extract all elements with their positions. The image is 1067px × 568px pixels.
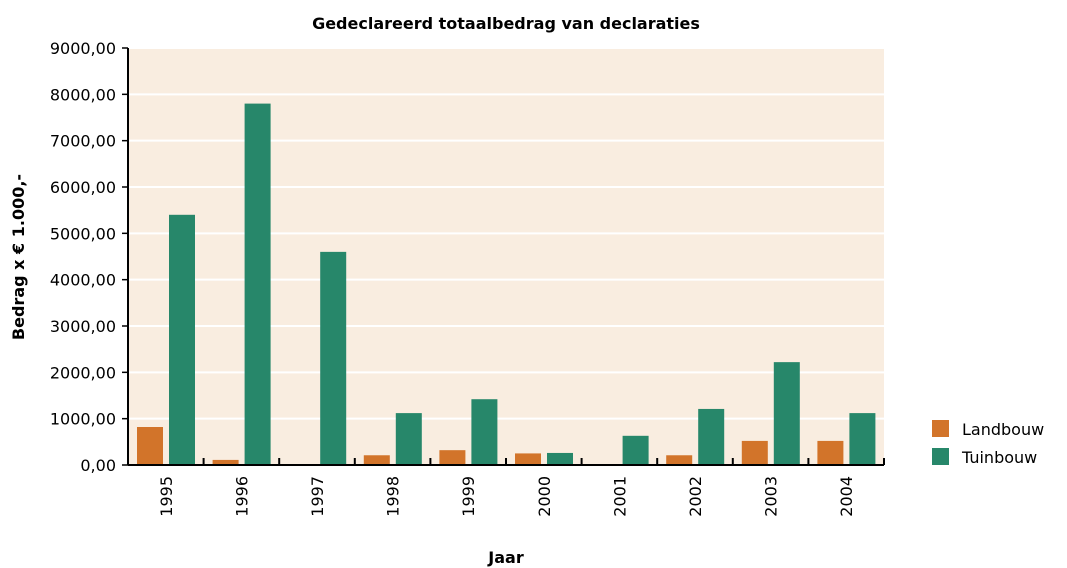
- bar-tuinbouw-2001: [623, 436, 649, 465]
- bar-tuinbouw-2004: [849, 413, 875, 465]
- bar-landbouw-2000: [515, 453, 541, 465]
- bar-landbouw-2002: [666, 455, 692, 465]
- x-tick-labels: 1995 1996 1997 1998 1999 2000 2001 2002 2003 2004: [157, 476, 856, 517]
- bar-tuinbouw-1995: [169, 215, 195, 465]
- x-tick-label: 1997: [308, 476, 327, 517]
- bar-tuinbouw-1996: [245, 104, 271, 465]
- bar-tuinbouw-2003: [774, 362, 800, 465]
- bar-tuinbouw-2002: [698, 409, 724, 465]
- bar-landbouw-1999: [439, 450, 465, 465]
- y-tick-labels: 0,00 1000,00 2000,00 3000,00 4000,00 5000,00 6…: [50, 39, 116, 475]
- bar-landbouw-1998: [364, 455, 390, 465]
- legend-label-tuinbouw: Tuinbouw: [961, 448, 1037, 467]
- x-tick-label: 2003: [762, 476, 781, 517]
- legend-label-landbouw: Landbouw: [962, 420, 1044, 439]
- x-tick-label: 1996: [232, 476, 251, 517]
- y-tick-label: 0,00: [80, 456, 116, 475]
- chart-title: Gedeclareerd totaalbedrag van declaratie…: [312, 14, 700, 33]
- bar-tuinbouw-1998: [396, 413, 422, 465]
- bar-landbouw-2003: [742, 441, 768, 465]
- x-tick-label: 1999: [459, 476, 478, 517]
- y-tick-label: 8000,00: [50, 85, 116, 104]
- y-tick-label: 9000,00: [50, 39, 116, 58]
- legend: Landbouw Tuinbouw: [932, 420, 1044, 467]
- y-tick-label: 1000,00: [50, 410, 116, 429]
- y-tick-label: 4000,00: [50, 271, 116, 290]
- y-tick-label: 7000,00: [50, 132, 116, 151]
- y-tick-label: 5000,00: [50, 224, 116, 243]
- bar-tuinbouw-2000: [547, 453, 573, 465]
- x-tick-label: 2004: [837, 476, 856, 517]
- y-tick-label: 6000,00: [50, 178, 116, 197]
- legend-swatch-landbouw: [932, 420, 949, 437]
- y-tick-label: 2000,00: [50, 363, 116, 382]
- y-axis-label: Bedrag x € 1.000,-: [9, 174, 28, 340]
- x-tick-label: 2001: [610, 476, 629, 517]
- x-tick-label: 2002: [686, 476, 705, 517]
- x-tick-label: 1998: [384, 476, 403, 517]
- bar-tuinbouw-1999: [471, 399, 497, 465]
- bar-tuinbouw-1997: [320, 252, 346, 465]
- plot-area: [128, 48, 884, 465]
- y-tick-label: 3000,00: [50, 317, 116, 336]
- bar-landbouw-1995: [137, 427, 163, 465]
- legend-swatch-tuinbouw: [932, 448, 949, 465]
- x-tick-label: 2000: [535, 476, 554, 517]
- x-tick-label: 1995: [157, 476, 176, 517]
- x-axis-label: Jaar: [487, 548, 524, 567]
- bar-landbouw-2004: [817, 441, 843, 465]
